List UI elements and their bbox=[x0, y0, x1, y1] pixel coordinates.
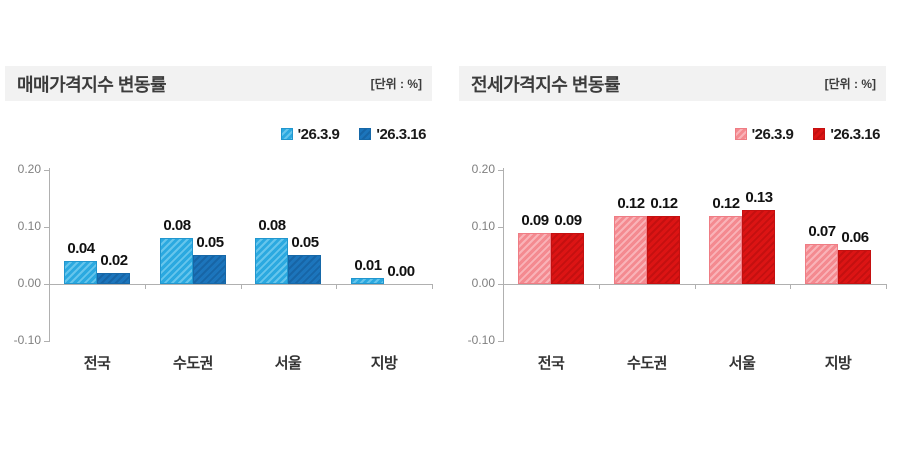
legend-label: '26.3.9 bbox=[297, 125, 340, 143]
y-tick-label: 0.00 bbox=[17, 276, 41, 290]
bar bbox=[160, 238, 193, 284]
bar-value-label: 0.12 bbox=[617, 195, 645, 212]
bar-value-label: 0.08 bbox=[258, 217, 286, 234]
legend: '26.3.9 '26.3.16 bbox=[734, 125, 880, 143]
y-tick-label: 0.20 bbox=[17, 162, 41, 176]
y-tick-mark bbox=[44, 227, 49, 228]
legend-swatch bbox=[359, 128, 372, 140]
legend-swatch bbox=[734, 128, 747, 140]
bar-value-label: 0.12 bbox=[712, 195, 740, 212]
bar-value-label: 0.09 bbox=[521, 212, 549, 229]
jeonse-price-index-chart: 전세가격지수 변동률 [단위 : %] '26.3.9 '26.3.16 0.2… bbox=[459, 0, 887, 450]
bar bbox=[647, 216, 680, 284]
bar bbox=[255, 238, 288, 284]
zero-axis-line bbox=[44, 284, 432, 285]
y-tick-mark bbox=[44, 170, 49, 171]
unit-label: [단위 : %] bbox=[370, 77, 422, 91]
bar bbox=[805, 244, 838, 284]
y-axis-line bbox=[49, 168, 50, 342]
x-category-label: 수도권 bbox=[627, 355, 667, 372]
y-tick-mark bbox=[498, 341, 503, 342]
x-tick-mark bbox=[336, 284, 337, 289]
legend-swatch bbox=[813, 128, 826, 140]
y-tick-mark bbox=[498, 227, 503, 228]
x-category-label: 전국 bbox=[537, 355, 565, 372]
bar-value-label: 0.13 bbox=[745, 189, 773, 206]
chart-title: 전세가격지수 변동률 bbox=[471, 74, 621, 95]
legend-item: '26.3.9 bbox=[734, 125, 794, 143]
y-tick-label: 0.10 bbox=[471, 219, 495, 233]
bar-value-label: 0.09 bbox=[554, 212, 582, 229]
bar bbox=[288, 255, 321, 284]
legend: '26.3.9 '26.3.16 bbox=[280, 125, 426, 143]
y-tick-label: 0.10 bbox=[17, 219, 41, 233]
bar bbox=[551, 233, 584, 284]
bar-value-label: 0.05 bbox=[291, 234, 319, 251]
x-tick-mark bbox=[599, 284, 600, 289]
sales-price-index-chart: 매매가격지수 변동률 [단위 : %] '26.3.9 '26.3.16 0.2… bbox=[5, 0, 433, 450]
x-tick-mark bbox=[695, 284, 696, 289]
x-category-label: 전국 bbox=[83, 355, 111, 372]
y-tick-label: 0.20 bbox=[471, 162, 495, 176]
chart-title: 매매가격지수 변동률 bbox=[17, 74, 167, 95]
bar bbox=[351, 278, 384, 284]
x-category-label: 서울 bbox=[728, 355, 756, 372]
legend-label: '26.3.9 bbox=[751, 125, 794, 143]
x-category-label: 수도권 bbox=[173, 355, 213, 372]
bar-value-label: 0.08 bbox=[163, 217, 191, 234]
x-tick-mark bbox=[886, 284, 887, 289]
x-category-label: 지방 bbox=[370, 355, 398, 372]
x-category-label: 지방 bbox=[824, 355, 852, 372]
legend-label: '26.3.16 bbox=[830, 125, 880, 143]
y-tick-label: -0.10 bbox=[13, 333, 41, 347]
x-tick-mark bbox=[790, 284, 791, 289]
bar bbox=[97, 273, 130, 284]
bar bbox=[742, 210, 775, 284]
bar-value-label: 0.12 bbox=[650, 195, 678, 212]
bar bbox=[193, 255, 226, 284]
bar-value-label: 0.05 bbox=[196, 234, 224, 251]
legend-item: '26.3.16 bbox=[813, 126, 880, 143]
plot-area: 0.20 0.10 0.00 -0.10 0.09 0.12 0.12 0.07 0.09 0.1… bbox=[459, 0, 887, 450]
unit-label: [단위 : %] bbox=[824, 77, 876, 91]
bar bbox=[838, 250, 871, 284]
plot-area: 0.20 0.10 0.00 -0.10 0.04 0.08 0.08 0.01 0.02 0.0… bbox=[5, 0, 433, 450]
x-category-label: 서울 bbox=[274, 355, 302, 372]
chart-header: 매매가격지수 변동률 [단위 : %] bbox=[5, 66, 432, 101]
x-tick-mark bbox=[241, 284, 242, 289]
bar bbox=[64, 261, 97, 284]
bar-value-label: 0.01 bbox=[354, 257, 382, 274]
legend-item: '26.3.9 bbox=[280, 125, 340, 143]
legend-swatch bbox=[280, 128, 293, 140]
x-tick-mark bbox=[145, 284, 146, 289]
y-tick-mark bbox=[44, 341, 49, 342]
x-tick-mark bbox=[432, 284, 433, 289]
bar-value-label: 0.06 bbox=[841, 229, 869, 246]
bar-value-label: 0.02 bbox=[100, 252, 128, 269]
zero-axis-line bbox=[498, 284, 886, 285]
bar-value-label: 0.07 bbox=[808, 223, 836, 240]
bar-value-label: 0.00 bbox=[387, 263, 415, 280]
bar bbox=[709, 216, 742, 284]
legend-label: '26.3.16 bbox=[376, 125, 426, 143]
y-tick-mark bbox=[498, 170, 503, 171]
y-axis-line bbox=[503, 168, 504, 342]
bar bbox=[518, 233, 551, 284]
y-tick-label: 0.00 bbox=[471, 276, 495, 290]
bar-value-label: 0.04 bbox=[67, 240, 95, 257]
y-tick-label: -0.10 bbox=[467, 333, 495, 347]
legend-item: '26.3.16 bbox=[359, 126, 426, 143]
bar bbox=[614, 216, 647, 284]
chart-header: 전세가격지수 변동률 [단위 : %] bbox=[459, 66, 886, 101]
